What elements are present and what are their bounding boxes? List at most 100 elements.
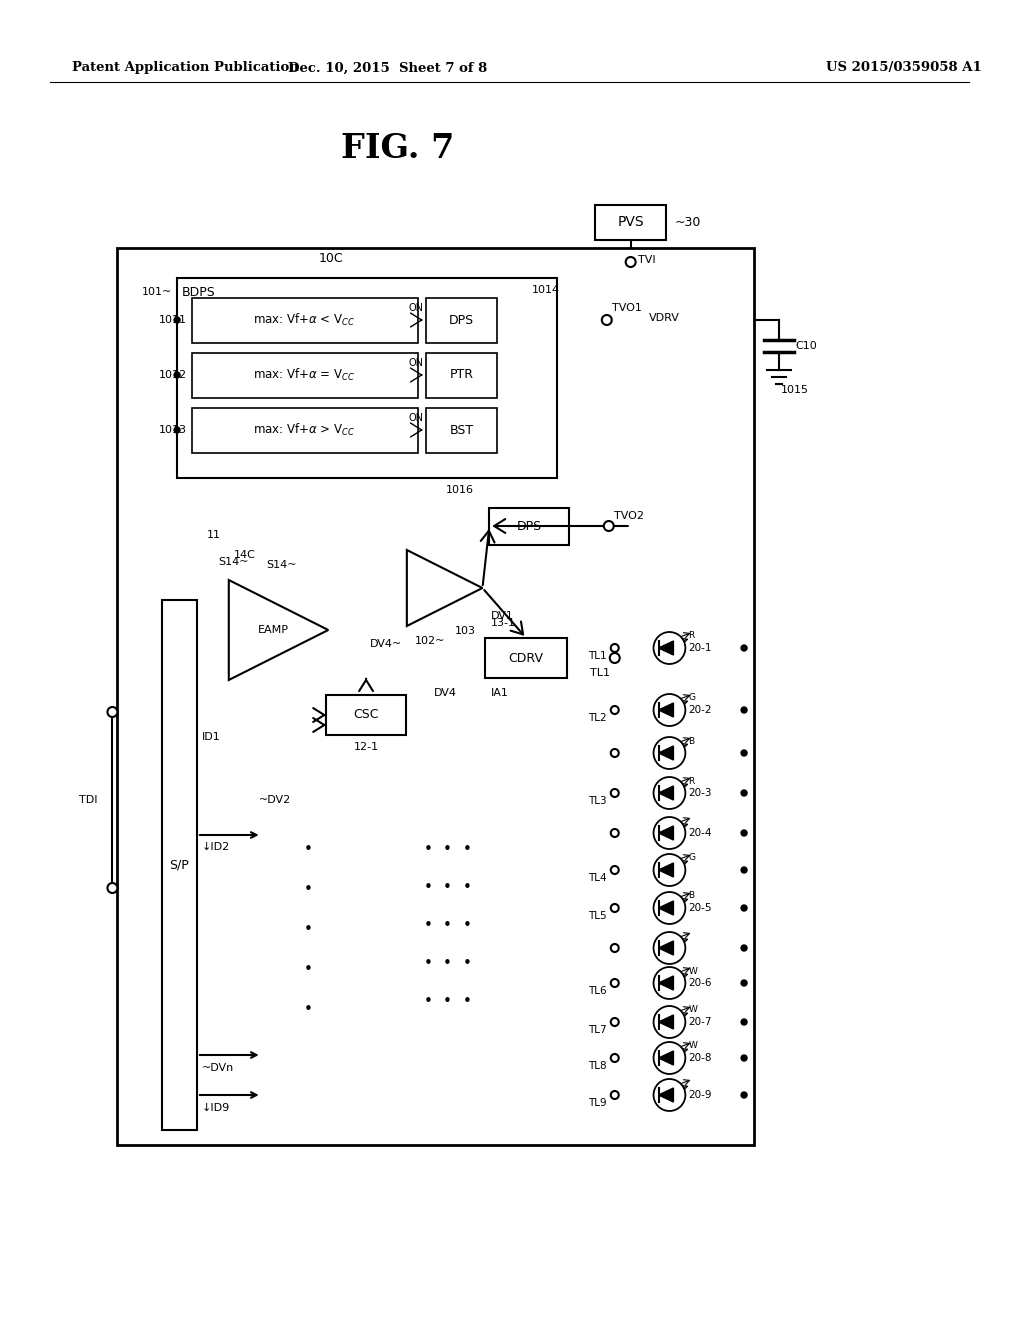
Text: •: •: [463, 994, 472, 1010]
Text: W: W: [688, 1006, 697, 1015]
Text: CDRV: CDRV: [509, 652, 544, 664]
Text: 1016: 1016: [445, 484, 474, 495]
Text: PTR: PTR: [450, 368, 473, 381]
Circle shape: [602, 315, 611, 325]
Text: •: •: [423, 994, 432, 1010]
Text: 13-1: 13-1: [490, 618, 515, 628]
Text: TL3: TL3: [588, 796, 607, 807]
Text: W: W: [688, 1041, 697, 1051]
Text: 20-4: 20-4: [688, 828, 712, 838]
Bar: [595, 205, 667, 240]
Circle shape: [610, 904, 618, 912]
Circle shape: [741, 830, 748, 836]
Circle shape: [653, 632, 685, 664]
Text: •: •: [463, 919, 472, 933]
Polygon shape: [658, 941, 674, 954]
Text: DV4~: DV4~: [370, 639, 401, 649]
Text: B: B: [688, 891, 694, 900]
Circle shape: [108, 883, 118, 894]
Text: 14C: 14C: [233, 550, 256, 560]
Text: •: •: [443, 994, 452, 1010]
Text: TVO2: TVO2: [613, 511, 644, 521]
Circle shape: [653, 694, 685, 726]
Text: TVO1: TVO1: [611, 304, 642, 313]
Text: 101~: 101~: [142, 286, 172, 297]
Circle shape: [653, 777, 685, 809]
Text: 20-7: 20-7: [688, 1016, 712, 1027]
Circle shape: [741, 789, 748, 796]
Text: 1014: 1014: [532, 285, 560, 294]
Circle shape: [741, 867, 748, 873]
Circle shape: [653, 932, 685, 964]
Bar: [426, 408, 498, 453]
Bar: [191, 408, 418, 453]
Text: DPS: DPS: [449, 314, 474, 326]
Polygon shape: [658, 746, 674, 760]
Text: ~30: ~30: [675, 215, 700, 228]
Bar: [191, 352, 418, 399]
Text: 20-8: 20-8: [688, 1053, 712, 1063]
Circle shape: [610, 706, 618, 714]
Text: 20-9: 20-9: [688, 1090, 712, 1100]
Text: ~DV2: ~DV2: [259, 795, 291, 805]
Circle shape: [609, 653, 620, 663]
Text: 20-6: 20-6: [688, 978, 712, 987]
Circle shape: [653, 1006, 685, 1038]
Text: S14~: S14~: [266, 560, 297, 570]
Polygon shape: [658, 975, 674, 990]
Text: 12-1: 12-1: [353, 742, 379, 752]
Text: ID1: ID1: [202, 733, 221, 742]
Text: •: •: [304, 962, 312, 978]
Text: 10C: 10C: [318, 252, 343, 264]
Circle shape: [741, 1055, 748, 1061]
Polygon shape: [658, 826, 674, 840]
Polygon shape: [658, 704, 674, 717]
Text: S/P: S/P: [169, 858, 188, 871]
Text: TL7: TL7: [588, 1026, 607, 1035]
Circle shape: [653, 1078, 685, 1111]
Bar: [489, 508, 569, 545]
Text: ON: ON: [409, 413, 424, 422]
Circle shape: [653, 737, 685, 770]
Circle shape: [741, 750, 748, 756]
Text: TL1: TL1: [590, 668, 609, 678]
Text: S14~: S14~: [218, 557, 249, 568]
Text: 102~: 102~: [415, 636, 445, 645]
Circle shape: [741, 945, 748, 950]
Text: 1015: 1015: [781, 385, 809, 395]
Text: Dec. 10, 2015  Sheet 7 of 8: Dec. 10, 2015 Sheet 7 of 8: [289, 62, 487, 74]
Circle shape: [610, 866, 618, 874]
Circle shape: [626, 257, 636, 267]
Polygon shape: [658, 785, 674, 800]
Text: EAMP: EAMP: [258, 624, 289, 635]
Text: VDRV: VDRV: [648, 313, 680, 323]
Bar: [177, 279, 557, 478]
Text: G: G: [688, 854, 695, 862]
Text: •: •: [443, 957, 452, 972]
Bar: [327, 696, 406, 735]
Bar: [426, 352, 498, 399]
Text: BST: BST: [450, 424, 474, 437]
Polygon shape: [658, 902, 674, 915]
Text: 20-3: 20-3: [688, 788, 712, 799]
Text: ON: ON: [409, 358, 424, 368]
Text: B: B: [688, 737, 694, 746]
Bar: [485, 638, 567, 678]
Text: W: W: [688, 966, 697, 975]
Text: 20-1: 20-1: [688, 643, 712, 653]
Text: 20-2: 20-2: [688, 705, 712, 715]
Text: •: •: [304, 923, 312, 937]
Circle shape: [741, 906, 748, 911]
Text: •: •: [463, 842, 472, 858]
Circle shape: [604, 521, 613, 531]
Polygon shape: [658, 1015, 674, 1030]
Text: TL1: TL1: [588, 651, 607, 661]
Text: TL5: TL5: [588, 911, 607, 921]
Text: •: •: [423, 919, 432, 933]
Text: •: •: [443, 880, 452, 895]
Text: 11: 11: [207, 531, 221, 540]
Text: 1012: 1012: [159, 370, 187, 380]
Text: G: G: [688, 693, 695, 702]
Text: TL9: TL9: [588, 1098, 607, 1107]
Circle shape: [610, 829, 618, 837]
